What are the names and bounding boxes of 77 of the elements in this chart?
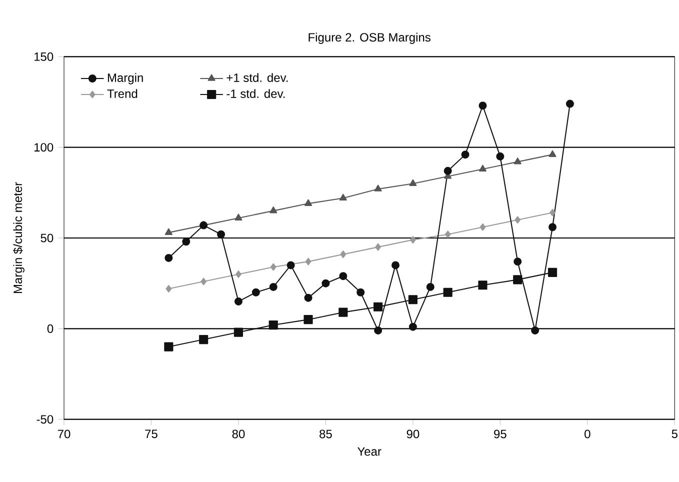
point — [548, 223, 557, 232]
y-tick-label: 150 — [34, 52, 54, 61]
point — [444, 166, 452, 175]
point — [480, 223, 486, 231]
point — [234, 214, 242, 220]
y-tick-label: 0 — [47, 324, 54, 333]
point — [426, 282, 434, 291]
legend-label: +1 std. dev. — [226, 73, 288, 82]
point — [234, 328, 244, 337]
x-tick-label: 0 — [584, 430, 590, 438]
point — [410, 236, 416, 244]
x-tick-label: 80 — [232, 430, 245, 438]
x-tick-label: 90 — [406, 430, 420, 438]
x-tick-label: 5 — [672, 430, 678, 438]
point — [182, 238, 190, 246]
y-tick-label: -50 — [36, 415, 54, 424]
point — [548, 150, 556, 157]
point — [478, 164, 487, 172]
point — [409, 179, 417, 186]
x-axis-title: Year — [357, 447, 382, 456]
point — [304, 199, 312, 206]
point — [444, 230, 451, 238]
x-tick-label: 75 — [145, 430, 158, 438]
point — [514, 158, 522, 164]
point — [548, 268, 558, 277]
point — [270, 206, 278, 214]
point — [322, 279, 330, 288]
point — [478, 102, 487, 110]
x-tick-label: 95 — [494, 430, 506, 438]
point — [270, 263, 276, 271]
point — [356, 288, 365, 296]
chart-title: Figure 2. OSB Margins — [308, 32, 430, 44]
point — [443, 288, 452, 297]
point — [339, 272, 348, 280]
point — [304, 294, 312, 302]
point — [268, 320, 278, 330]
point — [338, 308, 348, 317]
point — [166, 285, 172, 292]
point — [200, 278, 207, 286]
point — [375, 243, 381, 251]
legend-label: Margin — [108, 73, 143, 84]
point — [305, 258, 312, 266]
point — [392, 261, 400, 270]
point — [304, 315, 313, 324]
point — [252, 288, 260, 296]
y-axis-title: Margin $/cubic meter — [13, 182, 24, 294]
y-tick-label: 100 — [34, 143, 54, 152]
point — [550, 208, 556, 216]
point — [339, 194, 347, 201]
point — [408, 295, 418, 304]
point — [514, 216, 521, 224]
point — [478, 280, 488, 290]
point — [408, 322, 417, 331]
point — [374, 326, 382, 334]
legend-label: -1 std. dev. — [226, 89, 285, 98]
point — [164, 228, 172, 235]
point — [199, 335, 208, 344]
point — [236, 270, 242, 278]
point — [340, 250, 346, 258]
point — [461, 150, 470, 159]
point — [286, 261, 295, 270]
point — [531, 326, 540, 334]
y-tick-label: 50 — [40, 234, 54, 242]
point — [496, 152, 504, 160]
point — [234, 297, 242, 306]
point — [566, 100, 574, 108]
point — [269, 282, 278, 291]
point — [164, 342, 174, 352]
point — [374, 184, 382, 192]
legend-label: Trend — [107, 89, 138, 98]
point — [513, 275, 522, 284]
point — [164, 254, 173, 262]
point — [217, 230, 226, 238]
point — [514, 258, 522, 266]
x-tick-label: 70 — [58, 430, 70, 438]
point — [374, 302, 383, 312]
x-tick-label: 85 — [320, 430, 332, 438]
